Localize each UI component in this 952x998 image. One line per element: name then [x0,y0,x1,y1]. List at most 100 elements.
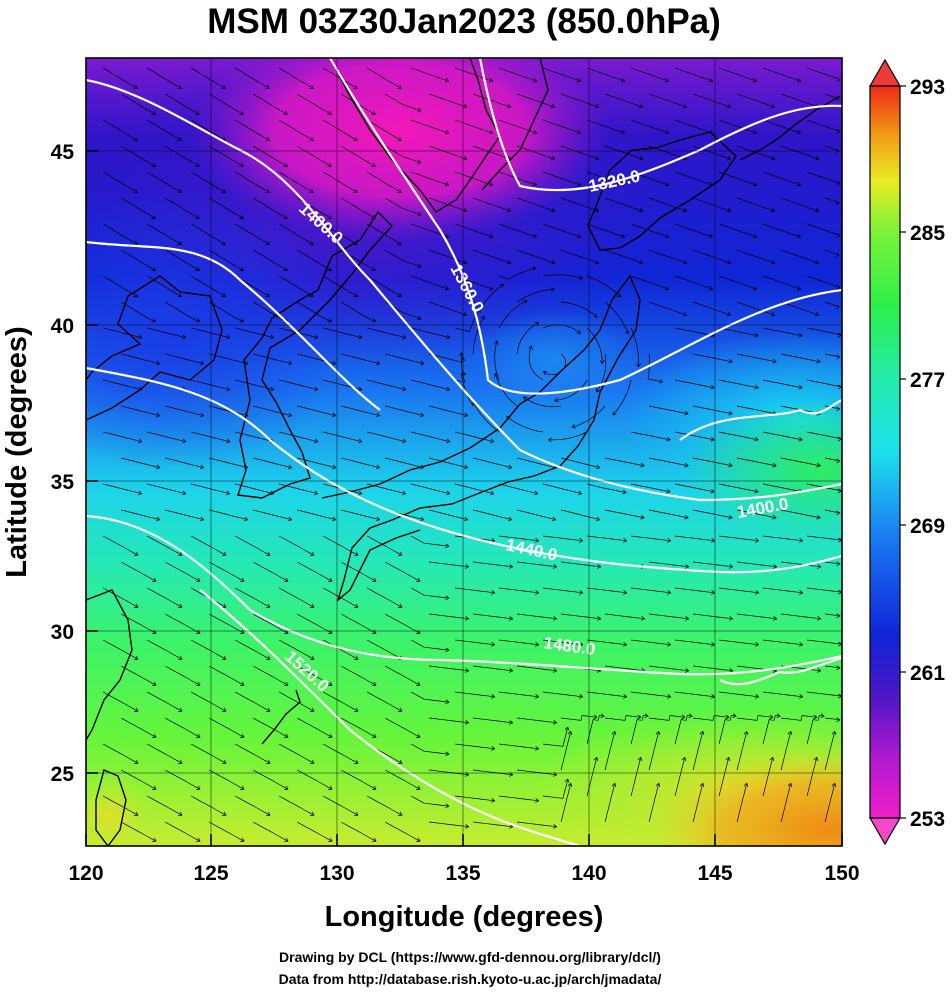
taiwan-coastline [95,769,127,846]
streamline-arrowhead [594,155,600,161]
streamline-arrowhead [682,207,688,213]
streamline-arrowhead [752,129,758,135]
streamline-arrowhead [417,211,422,217]
streamline [367,431,406,443]
streamline-arrowhead [684,564,690,569]
colorbar-min-arrow [868,817,902,846]
streamline [648,731,660,771]
streamline-arrowhead [550,259,556,265]
streamline [366,275,402,297]
streamline [693,509,733,519]
streamline [296,145,332,167]
streamline [719,431,759,441]
streamline [807,639,842,645]
streamline [190,535,227,556]
x-tick-label: 145 [697,862,732,885]
streamline [120,717,157,738]
streamline-arrowhead [354,811,359,816]
x-tick-label: 140 [571,862,606,885]
x-tick-label: 120 [68,862,103,885]
streamline-arrowhead [814,207,820,213]
streamline-arrowhead [445,334,451,340]
streamline [252,613,289,634]
streamline [208,717,245,738]
streamline [517,769,557,776]
streamline [693,353,733,363]
streamline [322,119,358,141]
streamline-arrowhead [462,207,468,213]
streamline [649,665,689,672]
streamline-arrowhead [445,647,450,653]
streamline [234,223,270,245]
streamline-arrowhead [287,516,293,522]
streamline-arrowhead [417,315,422,321]
streamline [736,93,775,108]
streamline-arrowhead [354,655,359,660]
streamline-arrowhead [266,551,271,556]
streamline-arrowhead [532,266,537,272]
streamline-arrowhead [222,551,227,556]
streamline [429,717,469,724]
streamline-arrowhead [416,733,421,738]
contour-line-1520 [199,589,581,846]
streamline-arrowhead [327,162,332,167]
streamline-arrowhead [666,642,672,647]
streamline-arrowhead [816,668,822,673]
streamline-arrowhead [178,707,183,712]
streamline-arrowhead [684,616,690,621]
streamline-arrowhead [552,824,558,829]
streamline-arrowhead [313,334,319,340]
streamline-arrowhead [836,354,840,360]
streamline-arrowhead [155,464,161,470]
streamline [630,715,649,745]
streamline [146,223,182,245]
streamline-arrowhead [710,590,716,595]
streamline [560,197,599,212]
streamline-arrowhead [754,332,759,338]
streamline [780,731,792,771]
streamline-arrowhead [754,488,759,494]
streamline-arrowhead [151,110,156,115]
contour-line-1440 [86,366,842,574]
streamline [103,431,142,443]
streamline [718,119,757,134]
streamline-arrowhead [836,285,841,290]
streamline [675,483,715,493]
streamline-arrowhead [488,181,494,187]
x-tick-label: 130 [319,862,354,885]
streamline-arrowhead [445,438,451,444]
streamline [252,717,289,738]
streamline-arrowhead [836,665,841,671]
streamline-arrowhead [287,464,293,470]
streamline [209,405,248,417]
streamline-arrowhead [752,233,758,239]
streamline-arrowhead [599,360,605,364]
streamline-arrowhead [836,129,841,134]
streamline [516,288,555,303]
streamline-arrowhead [499,283,504,289]
streamline-arrowhead [463,464,469,470]
streamline-arrowhead [444,181,450,187]
streamline [604,783,616,823]
streamline-arrowhead [287,360,293,366]
streamline-arrowhead [195,162,200,167]
coastlines [86,58,841,846]
streamline [252,249,288,271]
streamline-arrowhead [284,681,289,686]
streamline [586,67,625,82]
streamline-arrowhead [576,77,582,83]
streamline [279,431,318,443]
streamline-arrowhead [221,188,226,193]
streamline [164,613,201,634]
streamline-arrowhead [620,77,626,83]
streamline-arrowhead [137,490,143,496]
streamline [252,145,288,167]
streamline-arrowhead [816,564,822,569]
streamline [781,457,821,467]
streamline-arrowhead [266,603,271,608]
streamline [692,731,704,771]
streamline-arrowhead [534,590,540,595]
streamline-arrowhead [798,436,803,442]
streamline [322,535,359,556]
streamline-arrowhead [328,577,333,582]
